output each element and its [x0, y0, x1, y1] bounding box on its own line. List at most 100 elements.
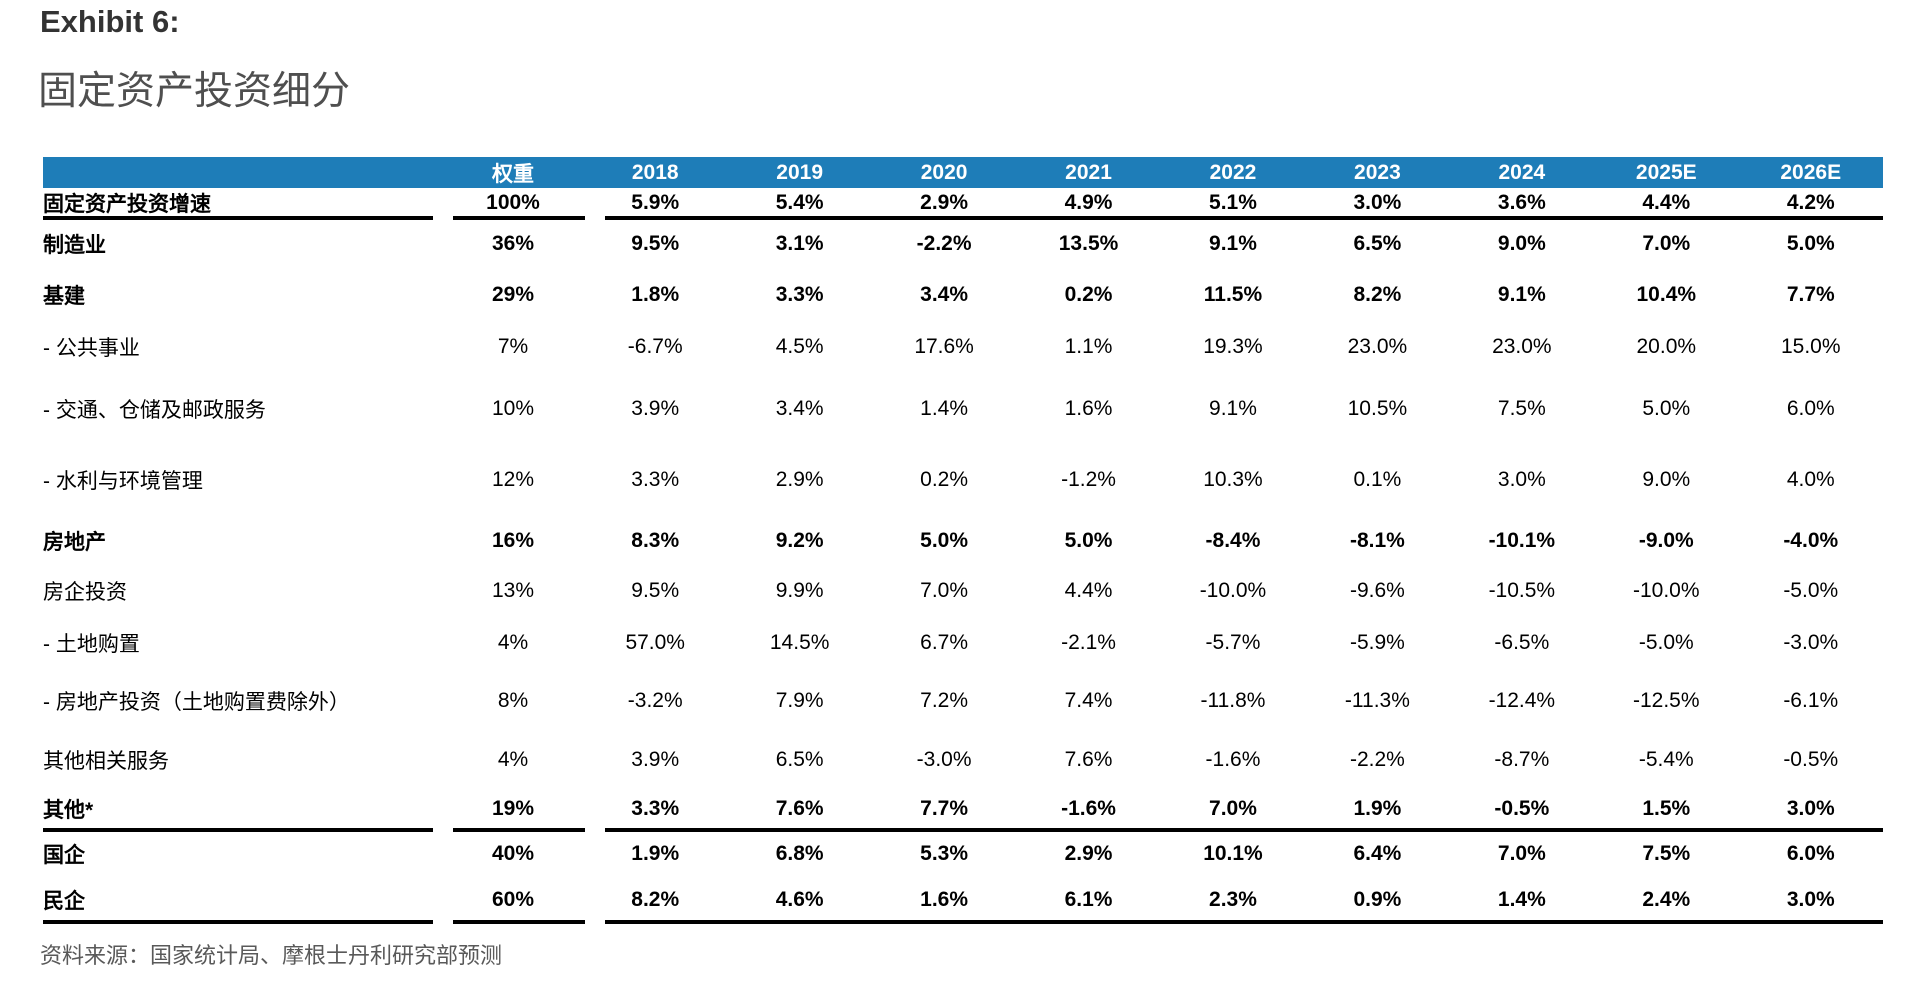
cell-value: -5.7% [1205, 631, 1261, 654]
cell-value: 7.2% [920, 689, 969, 712]
cell-value: 7.9% [775, 689, 824, 712]
table-rule-segment [605, 828, 1883, 832]
fai-data-table: 权重 2018 2019 2020 2021 2022 2023 2024 2025E 2026… [43, 157, 1883, 922]
cell-value: 6.5% [775, 748, 824, 771]
cell-value: -1.2% [1061, 468, 1116, 491]
cell-value: 7.0% [1642, 232, 1691, 255]
row-label: - 公共事业 [43, 337, 140, 360]
cell-value: -9.6% [1349, 579, 1405, 602]
cell-value: 6.5% [1353, 232, 1402, 255]
row-label: - 交通、仓储及邮政服务 [43, 399, 266, 422]
cell-value: 3.0% [1497, 468, 1546, 491]
cell-value: 6.0% [1786, 842, 1835, 865]
cell-value: -8.7% [1494, 748, 1550, 771]
cell-value: -2.2% [916, 232, 972, 255]
cell-value: 5.0% [1642, 397, 1691, 420]
table-rule-segment [43, 216, 433, 220]
cell-weight: 8% [497, 689, 529, 712]
row-label: - 房地产投资（土地购置费除外） [43, 691, 350, 714]
header-year-2022: 2022 [1160, 157, 1306, 188]
cell-value: -4.0% [1783, 529, 1839, 552]
cell-value: 4.9% [1064, 191, 1113, 214]
source-note: 资料来源：国家统计局、摩根士丹利研究部预测 [40, 943, 503, 968]
row-label: 制造业 [43, 234, 106, 257]
table-row: 制造业 36% 9.5% 3.1% -2.2% 13.5% 9.1% 6.5% 9.0% 7.0%… [43, 218, 1883, 270]
row-label: 国企 [43, 844, 85, 867]
table-rule-segment [453, 828, 585, 832]
cell-value: 9.1% [1497, 283, 1546, 306]
exhibit-label: Exhibit 6: [40, 4, 180, 39]
row-label: 固定资产投资增速 [43, 193, 211, 216]
cell-value: 23.0% [1347, 335, 1408, 358]
table-row: 房企投资 13% 9.5% 9.9% 7.0% 4.4% -10.0% -9.6% -10.5%… [43, 566, 1883, 616]
cell-value: -2.1% [1061, 631, 1116, 654]
table-rule-segment [605, 920, 1883, 924]
table-rule-segment [453, 216, 585, 220]
cell-value: 9.5% [631, 232, 680, 255]
cell-value: 7.6% [1064, 748, 1113, 771]
row-label: 民企 [43, 890, 85, 913]
cell-value: 9.1% [1209, 397, 1257, 420]
cell-value: 10.1% [1203, 842, 1263, 865]
table-row: 其他* 19% 3.3% 7.6% 7.7% -1.6% 7.0% 1.9% -0.5% 1.5%… [43, 788, 1883, 830]
table-rule-segment [43, 920, 433, 924]
cell-value: 7.5% [1642, 842, 1691, 865]
cell-value: 1.6% [920, 888, 969, 911]
cell-value: 1.6% [1064, 397, 1113, 420]
table-row: - 房地产投资（土地购置费除外） 8% -3.2% 7.9% 7.2% 7.4% -11.8… [43, 670, 1883, 732]
cell-value: 3.3% [775, 283, 824, 306]
row-label: 房企投资 [43, 581, 127, 604]
cell-value: -5.0% [1783, 579, 1839, 602]
table-header-bar: 权重 2018 2019 2020 2021 2022 2023 2024 2025E 2026… [43, 157, 1883, 188]
cell-value: 2.9% [775, 468, 824, 491]
cell-weight: 7% [497, 335, 529, 358]
cell-value: 10.5% [1347, 397, 1408, 420]
cell-value: 4.4% [1064, 579, 1113, 602]
cell-weight: 13% [491, 579, 535, 602]
cell-value: 5.1% [1209, 191, 1257, 214]
cell-value: 7.0% [920, 579, 969, 602]
table-row: 其他相关服务 4% 3.9% 6.5% -3.0% 7.6% -1.6% -2.2% -8.7%… [43, 732, 1883, 788]
row-label: - 水利与环境管理 [43, 470, 203, 493]
cell-weight: 10% [491, 397, 535, 420]
cell-value: -10.5% [1488, 579, 1556, 602]
cell-value: 3.3% [631, 468, 680, 491]
cell-weight: 12% [491, 468, 535, 491]
cell-value: 0.9% [1353, 888, 1402, 911]
cell-value: -12.4% [1488, 689, 1556, 712]
table-row: 固定资产投资增速 100% 5.9% 5.4% 2.9% 4.9% 5.1% 3.0% 3.6%… [43, 188, 1883, 218]
header-year-2024: 2024 [1449, 157, 1595, 188]
table-rule-segment [43, 828, 433, 832]
cell-value: 5.4% [775, 191, 824, 214]
exhibit-title: 固定资产投资细分 [38, 70, 351, 113]
cell-value: 3.6% [1497, 191, 1546, 214]
cell-value: 7.0% [1209, 797, 1257, 820]
cell-value: 6.7% [920, 631, 969, 654]
cell-weight: 36% [491, 232, 535, 255]
cell-value: -12.5% [1633, 689, 1700, 712]
cell-value: 9.0% [1642, 468, 1691, 491]
cell-value: -2.2% [1349, 748, 1405, 771]
cell-value: -0.5% [1494, 797, 1550, 820]
cell-value: 7.4% [1064, 689, 1113, 712]
cell-value: -3.0% [916, 748, 972, 771]
header-year-2020: 2020 [871, 157, 1017, 188]
cell-value: 9.1% [1209, 232, 1257, 255]
cell-value: -9.0% [1638, 529, 1694, 552]
cell-value: 6.4% [1353, 842, 1402, 865]
cell-weight: 40% [491, 842, 535, 865]
cell-value: -0.5% [1783, 748, 1839, 771]
cell-value: -1.6% [1205, 748, 1261, 771]
cell-value: 0.1% [1353, 468, 1402, 491]
table-row: - 土地购置 4% 57.0% 14.5% 6.7% -2.1% -5.7% -5.9% -6.… [43, 616, 1883, 670]
cell-value: 2.9% [920, 191, 969, 214]
cell-value: 3.4% [775, 397, 824, 420]
cell-value: 0.2% [1064, 283, 1113, 306]
row-label: 基建 [43, 285, 85, 308]
cell-value: 15.0% [1780, 335, 1841, 358]
cell-value: 3.4% [920, 283, 969, 306]
header-year-2023: 2023 [1305, 157, 1450, 188]
cell-value: 1.9% [631, 842, 680, 865]
cell-weight: 4% [497, 631, 529, 654]
